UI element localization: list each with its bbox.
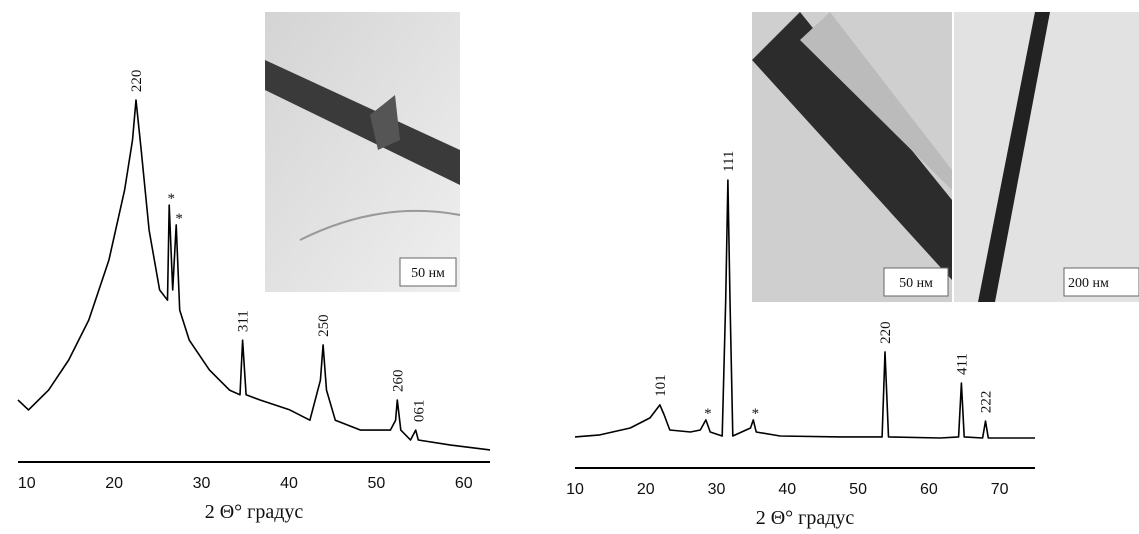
x-tick-label: 70 [991,481,1009,498]
peak-label: 260 [390,369,406,392]
peak-label: 220 [129,70,145,93]
x-tick-label: 10 [18,475,36,492]
x-tick-label: 50 [367,475,385,492]
x-tick-label: 50 [849,481,867,498]
scale-label: 200 нм [1068,276,1109,291]
peak-label: * [704,406,712,422]
peak-label: 061 [411,400,427,423]
x-tick-label: 20 [105,475,123,492]
x-tick-label: 20 [637,481,655,498]
xrd-pattern [574,179,1035,439]
xrd-pattern [17,99,491,451]
x-tick-label: 60 [920,481,938,498]
peak-label: 111 [721,151,737,172]
peak-label: 220 [878,321,894,344]
x-tick-label: 10 [566,481,584,498]
x-tick-label: 30 [708,481,726,498]
x-axis-title: 2 Θ° градус [756,507,855,529]
scale-label: 50 нм [899,276,933,291]
scale-label: 50 нм [411,266,445,281]
peak-label: * [752,406,760,422]
tem-inset: 50 нм [752,12,952,302]
x-tick-label: 60 [455,475,473,492]
peak-label: 411 [954,353,970,375]
peak-label: 222 [978,391,994,414]
x-tick-label: 30 [193,475,211,492]
tem-inset: 200 нм [954,12,1139,302]
x-tick-label: 40 [778,481,796,498]
peak-label: * [175,211,183,227]
x-tick-label: 40 [280,475,298,492]
peak-label: 311 [236,310,252,332]
peak-label: * [167,191,175,207]
tem-inset: 50 нм [265,12,461,292]
x-axis-title: 2 Θ° градус [205,501,304,523]
peak-label: 101 [653,374,669,397]
peak-label: 250 [316,314,332,337]
